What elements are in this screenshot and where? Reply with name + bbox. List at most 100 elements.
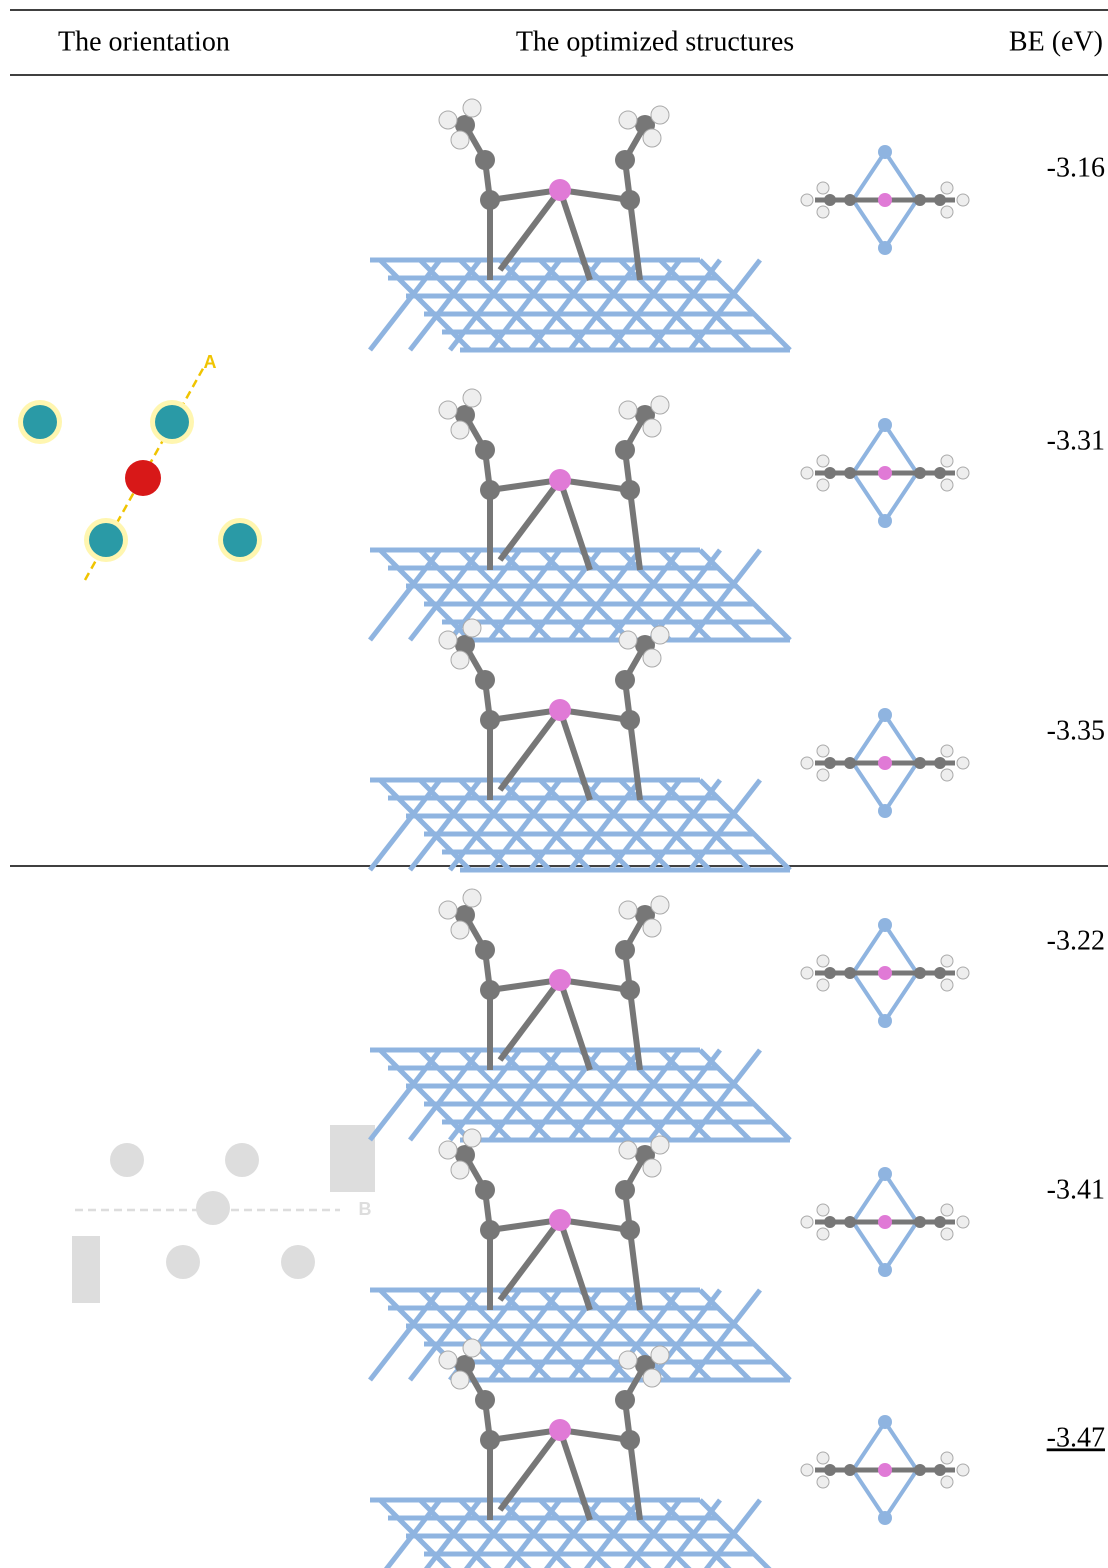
atom — [914, 467, 926, 479]
bond — [570, 260, 640, 350]
side-view — [801, 918, 969, 1028]
bond — [620, 260, 710, 350]
atom — [941, 1204, 953, 1216]
bond — [570, 1050, 640, 1140]
atom — [651, 626, 669, 644]
bond — [560, 190, 590, 280]
structure — [370, 889, 790, 1140]
atom — [549, 699, 571, 721]
atom — [914, 1216, 926, 1228]
atom — [824, 1464, 836, 1476]
bond — [410, 260, 480, 350]
atom — [619, 111, 637, 129]
atom — [651, 396, 669, 414]
structures — [370, 99, 969, 1568]
bond — [580, 1050, 670, 1140]
binding-energy: -3.16 — [1047, 152, 1105, 183]
atom — [878, 804, 892, 818]
atom — [941, 479, 953, 491]
atom — [878, 145, 892, 159]
atom — [480, 1430, 500, 1450]
atom — [824, 194, 836, 206]
binding-energy: -3.35 — [1047, 715, 1105, 746]
atom — [480, 980, 500, 1000]
atom — [451, 1161, 469, 1179]
bond — [610, 1050, 680, 1140]
atom — [619, 901, 637, 919]
atom — [620, 480, 640, 500]
atom — [549, 969, 571, 991]
bond — [700, 1050, 790, 1140]
atom — [620, 1430, 640, 1450]
atom — [549, 1419, 571, 1441]
bond — [560, 710, 590, 800]
atom — [619, 401, 637, 419]
bond — [370, 260, 440, 350]
bond — [650, 1050, 720, 1140]
bond — [620, 1050, 710, 1140]
atom — [463, 1129, 481, 1147]
structure — [370, 619, 790, 870]
atom — [941, 979, 953, 991]
bond — [580, 260, 670, 350]
bond — [450, 780, 520, 870]
bond — [380, 780, 470, 870]
atom — [878, 514, 892, 528]
atom — [615, 1390, 635, 1410]
atom — [941, 745, 953, 757]
atom — [480, 190, 500, 210]
atom — [957, 194, 969, 206]
bond — [570, 550, 640, 640]
bond — [450, 1050, 520, 1140]
atom — [475, 150, 495, 170]
atom — [878, 418, 892, 432]
bond — [560, 980, 590, 1070]
bond — [420, 780, 510, 870]
bond — [380, 260, 470, 350]
side-view — [801, 145, 969, 255]
atom — [941, 206, 953, 218]
header-cell: The orientation — [58, 26, 230, 57]
atom — [439, 111, 457, 129]
page: The orientation The optimized structures… — [0, 0, 1108, 1568]
side-view — [801, 418, 969, 528]
atom — [878, 1415, 892, 1429]
atom — [934, 1216, 946, 1228]
atom — [824, 757, 836, 769]
bond — [580, 780, 670, 870]
atom — [643, 129, 661, 147]
bond — [420, 1050, 510, 1140]
bond — [370, 550, 440, 640]
bond — [690, 260, 760, 350]
atom — [801, 1216, 813, 1228]
bond — [500, 550, 590, 640]
atom — [914, 1464, 926, 1476]
atom — [439, 1141, 457, 1159]
atom — [824, 1216, 836, 1228]
bond — [610, 780, 680, 870]
atom — [463, 619, 481, 637]
structure — [370, 389, 790, 640]
bond — [690, 780, 760, 870]
atom — [475, 670, 495, 690]
atom — [878, 1215, 892, 1229]
bond — [370, 780, 440, 870]
bond — [620, 780, 710, 870]
bond — [500, 1050, 590, 1140]
bond — [700, 260, 790, 350]
bond — [690, 1290, 760, 1380]
bond — [380, 550, 470, 640]
atom — [480, 1220, 500, 1240]
atom — [914, 757, 926, 769]
atom — [801, 194, 813, 206]
bond — [660, 550, 750, 640]
atom — [475, 1390, 495, 1410]
atom — [801, 467, 813, 479]
atom — [941, 1228, 953, 1240]
atom — [844, 1464, 856, 1476]
atom — [463, 99, 481, 117]
atom — [941, 455, 953, 467]
bond — [500, 260, 590, 350]
atom — [878, 918, 892, 932]
atom — [934, 467, 946, 479]
